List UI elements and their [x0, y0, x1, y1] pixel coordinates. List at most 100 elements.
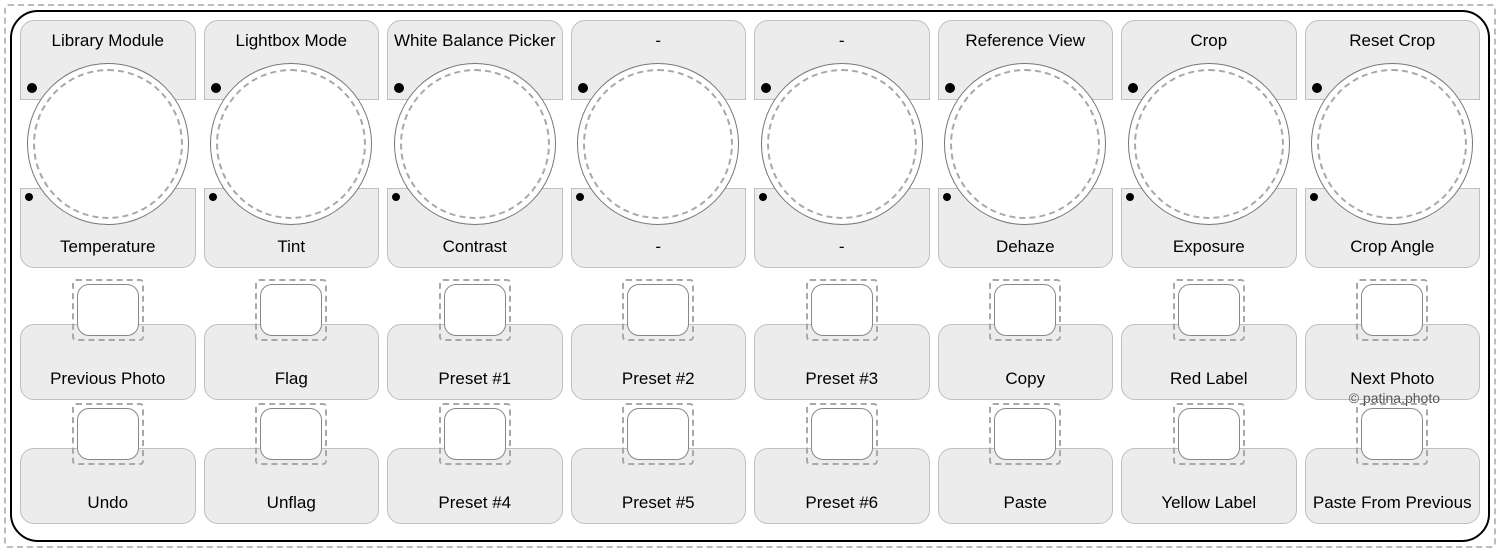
button-cell-r1-5: Copy	[938, 284, 1114, 400]
button-cell-r1-4: Preset #3	[754, 284, 930, 400]
button-cap-r2-0[interactable]	[77, 408, 139, 460]
button-cap-r1-2[interactable]	[444, 284, 506, 336]
button-cap-r2-7[interactable]	[1361, 408, 1423, 460]
dot-ring-icon	[759, 193, 767, 201]
knob-top-label-2: White Balance Picker	[388, 31, 562, 51]
button-cell-r1-3: Preset #2	[571, 284, 747, 400]
dot-ring-icon	[209, 193, 217, 201]
dot-ring-icon	[1310, 193, 1318, 201]
button-cap-r1-1[interactable]	[260, 284, 322, 336]
knob-dial-0[interactable]	[27, 63, 189, 225]
button-label-r2-0: Undo	[25, 493, 191, 513]
button-label-r1-4: Preset #3	[759, 369, 925, 389]
knob-bottom-label-6: Exposure	[1122, 237, 1296, 257]
button-label-r2-1: Unflag	[209, 493, 375, 513]
dot-filled-icon	[945, 83, 955, 93]
button-cell-r2-7: Paste From Previous	[1305, 408, 1481, 524]
dot-filled-icon	[27, 83, 37, 93]
knob-top-label-4: -	[755, 31, 929, 51]
knob-bottom-label-0: Temperature	[21, 237, 195, 257]
watermark-text: © patina.photo	[1349, 390, 1440, 406]
button-label-r2-2: Preset #4	[392, 493, 558, 513]
button-cell-r2-0: Undo	[20, 408, 196, 524]
knob-top-label-0: Library Module	[21, 31, 195, 51]
button-cap-r2-1[interactable]	[260, 408, 322, 460]
button-cell-r2-2: Preset #4	[387, 408, 563, 524]
controller-panel: Library Module Temperature Lightbox Mode…	[10, 10, 1490, 542]
knob-dial-6[interactable]	[1128, 63, 1290, 225]
knob-bottom-label-4: -	[755, 237, 929, 257]
button-cap-r2-4[interactable]	[811, 408, 873, 460]
knob-cell-2: White Balance Picker Contrast	[387, 20, 563, 268]
button-label-r2-4: Preset #6	[759, 493, 925, 513]
button-cell-r1-1: Flag	[204, 284, 380, 400]
knob-cell-1: Lightbox Mode Tint	[204, 20, 380, 268]
knob-dial-2[interactable]	[394, 63, 556, 225]
knob-cell-3: - -	[571, 20, 747, 268]
knob-bottom-label-1: Tint	[205, 237, 379, 257]
dot-ring-icon	[576, 193, 584, 201]
knob-dial-1[interactable]	[210, 63, 372, 225]
button-cap-r1-7[interactable]	[1361, 284, 1423, 336]
button-cap-r1-3[interactable]	[627, 284, 689, 336]
dot-ring-icon	[943, 193, 951, 201]
knob-dial-7[interactable]	[1311, 63, 1473, 225]
button-label-r2-3: Preset #5	[576, 493, 742, 513]
dot-filled-icon	[394, 83, 404, 93]
knob-bottom-label-2: Contrast	[388, 237, 562, 257]
button-label-r1-3: Preset #2	[576, 369, 742, 389]
dot-filled-icon	[211, 83, 221, 93]
knob-bottom-label-3: -	[572, 237, 746, 257]
button-cell-r1-7: Next Photo	[1305, 284, 1481, 400]
button-label-r1-2: Preset #1	[392, 369, 558, 389]
button-label-r1-1: Flag	[209, 369, 375, 389]
button-cell-r2-3: Preset #5	[571, 408, 747, 524]
dot-filled-icon	[578, 83, 588, 93]
button-cell-r1-6: Red Label	[1121, 284, 1297, 400]
button-cap-r2-5[interactable]	[994, 408, 1056, 460]
button-cell-r2-1: Unflag	[204, 408, 380, 524]
knob-top-label-6: Crop	[1122, 31, 1296, 51]
dot-filled-icon	[761, 83, 771, 93]
knob-dial-3[interactable]	[577, 63, 739, 225]
knob-dial-5[interactable]	[944, 63, 1106, 225]
knob-top-label-5: Reference View	[939, 31, 1113, 51]
button-label-r2-5: Paste	[943, 493, 1109, 513]
button-label-r1-0: Previous Photo	[25, 369, 191, 389]
button-cell-r2-5: Paste	[938, 408, 1114, 524]
button-row-2: Undo Unflag Preset #4 Preset #5 Preset #…	[20, 408, 1480, 524]
knob-cell-5: Reference View Dehaze	[938, 20, 1114, 268]
button-label-r1-5: Copy	[943, 369, 1109, 389]
knob-top-label-1: Lightbox Mode	[205, 31, 379, 51]
button-label-r1-6: Red Label	[1126, 369, 1292, 389]
dot-ring-icon	[392, 193, 400, 201]
button-cell-r2-4: Preset #6	[754, 408, 930, 524]
knob-cell-0: Library Module Temperature	[20, 20, 196, 268]
dot-filled-icon	[1128, 83, 1138, 93]
button-cell-r2-6: Yellow Label	[1121, 408, 1297, 524]
knob-bottom-label-5: Dehaze	[939, 237, 1113, 257]
button-row-1: Previous Photo Flag Preset #1 Preset #2 …	[20, 284, 1480, 400]
dot-ring-icon	[1126, 193, 1134, 201]
button-cap-r1-5[interactable]	[994, 284, 1056, 336]
button-cell-r1-2: Preset #1	[387, 284, 563, 400]
button-cap-r1-4[interactable]	[811, 284, 873, 336]
button-label-r2-7: Paste From Previous	[1310, 493, 1476, 513]
button-cap-r2-2[interactable]	[444, 408, 506, 460]
knob-row: Library Module Temperature Lightbox Mode…	[20, 20, 1480, 268]
button-label-r2-6: Yellow Label	[1126, 493, 1292, 513]
button-cap-r2-3[interactable]	[627, 408, 689, 460]
dot-ring-icon	[25, 193, 33, 201]
knob-bottom-label-7: Crop Angle	[1306, 237, 1480, 257]
knob-cell-4: - -	[754, 20, 930, 268]
dot-filled-icon	[1312, 83, 1322, 93]
knob-cell-7: Reset Crop Crop Angle	[1305, 20, 1481, 268]
knob-cell-6: Crop Exposure	[1121, 20, 1297, 268]
button-cap-r1-0[interactable]	[77, 284, 139, 336]
knob-top-label-7: Reset Crop	[1306, 31, 1480, 51]
knob-dial-4[interactable]	[761, 63, 923, 225]
button-label-r1-7: Next Photo	[1310, 369, 1476, 389]
button-cap-r1-6[interactable]	[1178, 284, 1240, 336]
button-cap-r2-6[interactable]	[1178, 408, 1240, 460]
button-cell-r1-0: Previous Photo	[20, 284, 196, 400]
